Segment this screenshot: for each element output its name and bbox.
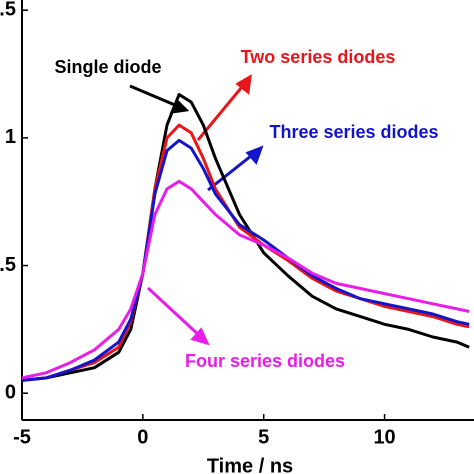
y-tick-label: 0 — [5, 381, 16, 403]
x-tick-label: 0 — [137, 426, 148, 448]
arrow — [207, 150, 257, 192]
y-tick-label: 1 — [5, 126, 16, 148]
annotation-arrows — [129, 74, 264, 346]
arrow — [146, 286, 204, 340]
y-tick-label: 1.5 — [0, 0, 16, 20]
arrow-head — [235, 74, 252, 95]
arrow-head — [245, 145, 264, 165]
y-tick-label: 0.5 — [0, 254, 16, 276]
series-line — [21, 123, 470, 382]
series-label: Four series diodes — [185, 351, 345, 371]
arrow — [129, 84, 183, 110]
series-label: Three series diodes — [269, 122, 438, 142]
x-tick-label: 10 — [373, 426, 395, 448]
series-line — [21, 179, 470, 380]
series-label: Single diode — [54, 57, 161, 77]
arrow-head — [190, 327, 210, 346]
series-line — [21, 138, 470, 382]
x-tick-label: -5 — [13, 426, 31, 448]
x-tick-label: 5 — [258, 426, 269, 448]
series-line — [21, 93, 470, 382]
series-label: Two series diodes — [241, 47, 396, 67]
x-axis-label: Time / ns — [207, 455, 293, 474]
